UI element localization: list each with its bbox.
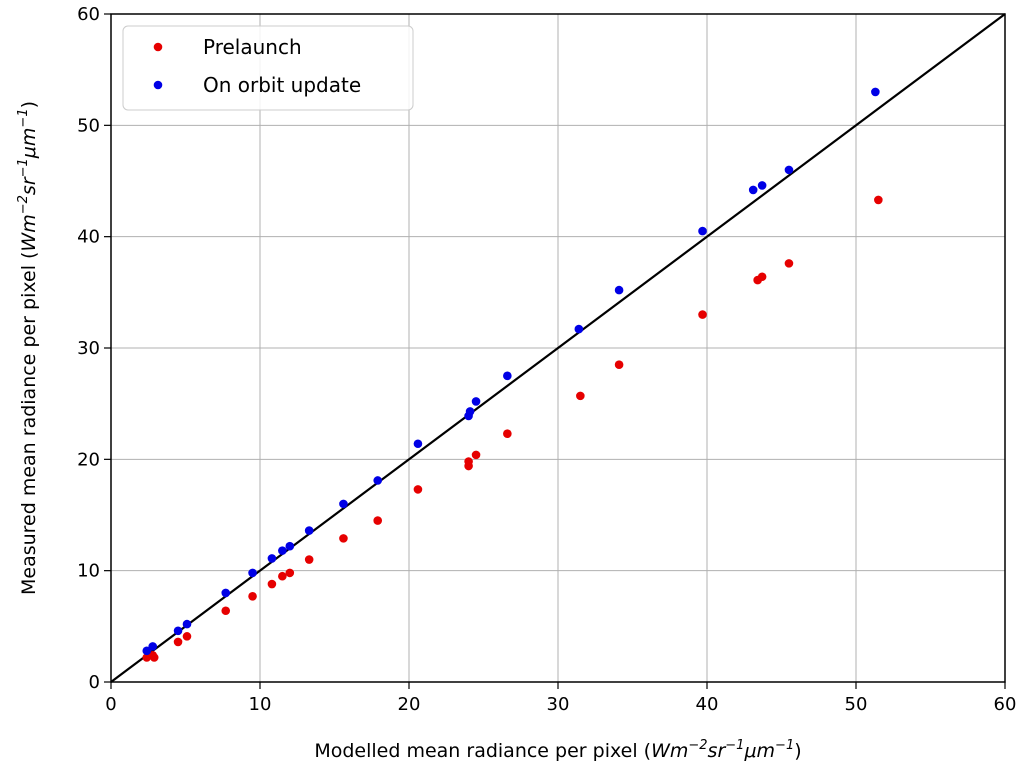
- data-point: [698, 227, 707, 236]
- data-point: [268, 580, 277, 589]
- data-point: [278, 572, 287, 581]
- series-prelaunch: [142, 196, 882, 662]
- x-axis-label: Modelled mean radiance per pixel (Wm−2​s…: [314, 738, 801, 762]
- data-point: [615, 286, 624, 295]
- data-point: [150, 653, 159, 662]
- data-point: [464, 457, 473, 466]
- legend-marker: [154, 81, 163, 90]
- y-tick-label: 30: [77, 338, 100, 359]
- data-point: [248, 569, 257, 578]
- x-tick-label: 40: [696, 694, 719, 715]
- y-tick-label: 40: [77, 227, 100, 248]
- x-tick-label: 10: [249, 694, 272, 715]
- data-point: [268, 554, 277, 563]
- data-point: [221, 606, 230, 615]
- y-tick-label: 0: [89, 672, 100, 693]
- data-point: [503, 372, 512, 381]
- data-point: [174, 626, 183, 635]
- data-point: [221, 589, 230, 598]
- data-point: [148, 642, 157, 651]
- x-tick-label: 0: [105, 694, 116, 715]
- data-point: [503, 429, 512, 438]
- data-point: [339, 500, 348, 509]
- y-tick-label: 10: [77, 561, 100, 582]
- data-points: [142, 88, 882, 662]
- legend-label: Prelaunch: [203, 35, 302, 59]
- data-point: [576, 392, 585, 401]
- y-tick-label: 50: [77, 115, 100, 136]
- legend-label: On orbit update: [203, 73, 361, 97]
- data-point: [785, 166, 794, 175]
- data-point: [758, 272, 767, 281]
- legend-marker: [154, 43, 163, 52]
- data-point: [615, 360, 624, 369]
- series-on-orbit-update: [142, 88, 879, 655]
- x-tick-label: 30: [547, 694, 570, 715]
- data-point: [305, 526, 314, 535]
- y-tick-label: 20: [77, 449, 100, 470]
- data-point: [339, 534, 348, 543]
- x-tick-label: 50: [845, 694, 868, 715]
- data-point: [749, 186, 758, 195]
- data-point: [871, 88, 880, 97]
- data-point: [248, 592, 257, 601]
- data-point: [575, 325, 584, 334]
- y-tick-label: 60: [77, 4, 100, 25]
- data-point: [174, 638, 183, 647]
- data-point: [286, 542, 295, 551]
- data-point: [758, 181, 767, 190]
- x-tick-label: 60: [994, 694, 1017, 715]
- data-point: [183, 632, 192, 641]
- data-point: [874, 196, 883, 205]
- data-point: [472, 451, 481, 460]
- data-point: [698, 310, 707, 319]
- data-point: [183, 620, 192, 629]
- x-tick-label: 20: [398, 694, 421, 715]
- y-axis-label: Measured mean radiance per pixel (Wm−2​s…: [16, 101, 40, 595]
- data-point: [278, 546, 287, 555]
- data-point: [785, 259, 794, 268]
- data-point: [414, 439, 423, 448]
- data-point: [373, 516, 382, 525]
- data-point: [373, 476, 382, 485]
- data-point: [286, 569, 295, 578]
- data-point: [466, 407, 475, 416]
- data-point: [414, 485, 423, 494]
- legend: Prelaunch On orbit update: [123, 26, 413, 110]
- data-point: [305, 555, 314, 564]
- data-point: [472, 397, 481, 406]
